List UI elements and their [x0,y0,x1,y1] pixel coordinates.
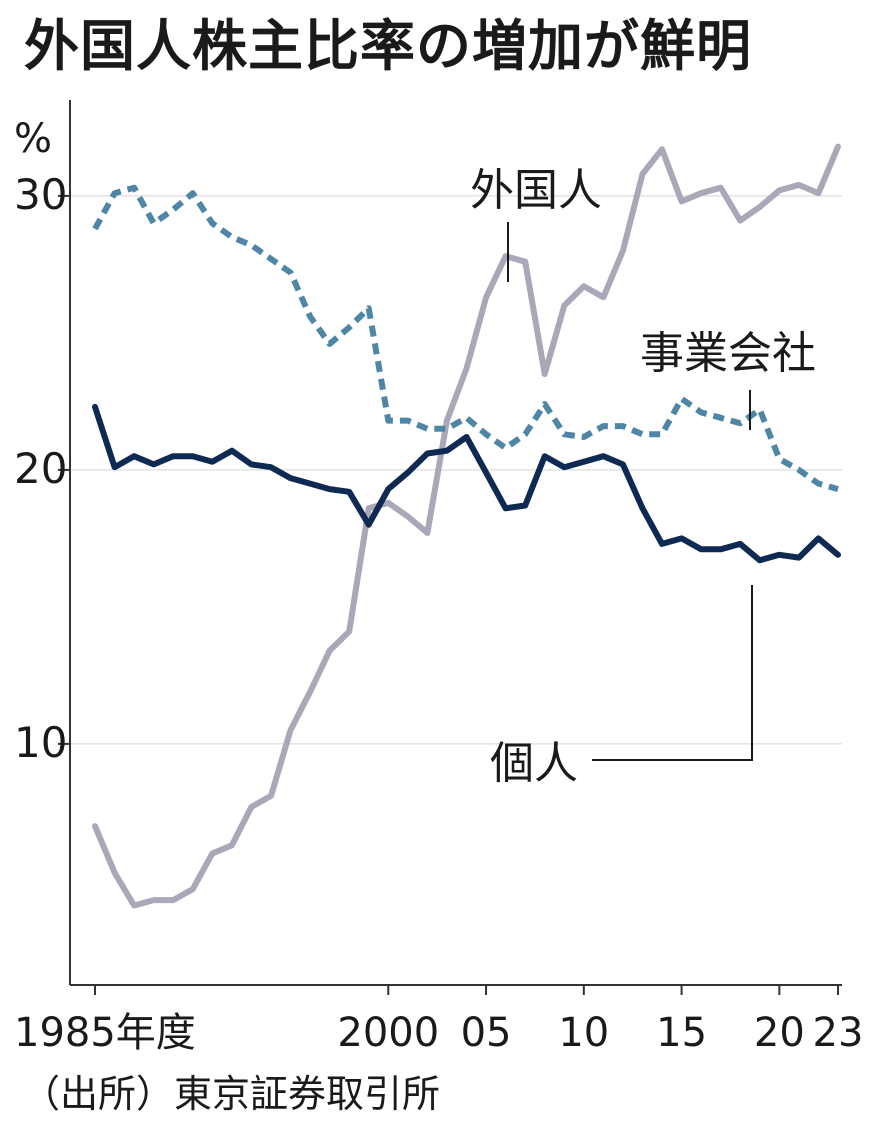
annotation-label-individual: 個人 [490,738,578,789]
x-tick-label-2005: 05 [461,1010,512,1056]
y-tick-label-20: 20 [14,444,67,493]
series-line-foreign [92,143,841,909]
y-tick-labels: 10 20 30 [14,170,70,767]
leader-line-individual [592,585,753,761]
x-tick-label-2023: 23 [813,1010,864,1056]
y-axis-unit-label: % [14,116,52,162]
source-note: （出所）東京証券取引所 [22,1072,441,1116]
annotation-label-corporate: 事業会社 [640,328,816,379]
annotation-label-foreign: 外国人 [470,165,602,216]
gridlines [70,195,842,745]
x-tick-label-2010: 10 [558,1010,609,1056]
x-tick-label-2000: 2000 [337,1010,439,1056]
series-lines [92,143,841,909]
y-tick-label-30: 30 [14,170,67,219]
x-tick-label-1985: 1985年度 [14,1010,196,1056]
x-tick-labels: 1985年度 2000 05 10 15 20 23 [14,985,863,1056]
chart-title: 外国人株主比率の増加が鮮明 [24,14,753,78]
series-line-corporate [92,184,839,492]
x-tick-label-2020: 20 [754,1010,805,1056]
series-line-individual [92,403,841,564]
y-tick-label-10: 10 [14,718,67,767]
x-tick-label-2015: 15 [656,1010,707,1056]
